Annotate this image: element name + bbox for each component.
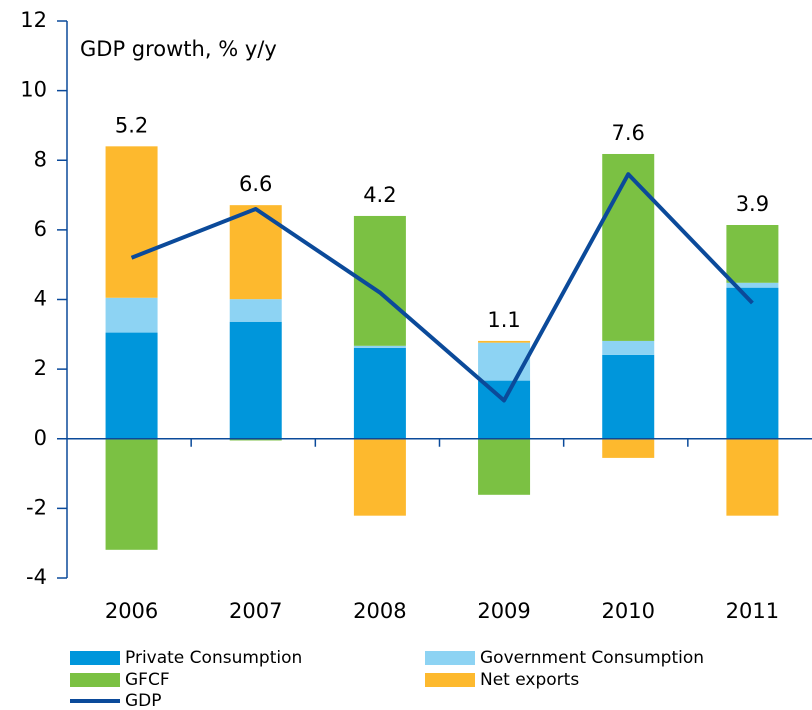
bar-segment bbox=[229, 321, 282, 439]
bar-segment bbox=[602, 438, 655, 458]
legend-swatch bbox=[70, 673, 120, 687]
x-tick-label: 2009 bbox=[477, 599, 530, 623]
x-tick-label: 2010 bbox=[602, 599, 655, 623]
legend-swatch bbox=[425, 651, 475, 665]
x-tick-label: 2006 bbox=[105, 599, 158, 623]
data-label: 5.2 bbox=[115, 113, 148, 137]
chart-title: GDP growth, % y/y bbox=[80, 37, 277, 61]
data-label: 1.1 bbox=[487, 308, 520, 332]
bar-segment bbox=[726, 287, 779, 439]
data-label: 7.6 bbox=[612, 121, 645, 145]
legend-swatch bbox=[425, 673, 475, 687]
bar-segment bbox=[353, 345, 406, 348]
legend-swatch bbox=[70, 651, 120, 665]
x-tick-label: 2007 bbox=[229, 599, 282, 623]
bar-segment bbox=[105, 146, 158, 298]
y-tick-label: 4 bbox=[34, 287, 47, 311]
y-tick-label: 12 bbox=[20, 8, 47, 32]
y-tick-label: 10 bbox=[20, 78, 47, 102]
legend-label: GFCF bbox=[125, 670, 170, 690]
bar-segment bbox=[602, 153, 655, 341]
legend-label: Net exports bbox=[480, 670, 579, 690]
bar-segment bbox=[478, 340, 531, 343]
bar-segment bbox=[726, 438, 779, 516]
y-tick-label: 6 bbox=[34, 217, 47, 241]
bar-segment bbox=[478, 380, 531, 439]
bar-segment bbox=[229, 299, 282, 322]
data-label: 3.9 bbox=[736, 192, 769, 216]
bar-segment bbox=[602, 354, 655, 439]
bar-segment bbox=[353, 347, 406, 439]
data-label: 6.6 bbox=[239, 172, 272, 196]
x-tick-label: 2011 bbox=[726, 599, 779, 623]
bar-segment bbox=[478, 438, 531, 495]
y-tick-label: 8 bbox=[34, 147, 47, 171]
legend-label: Government Consumption bbox=[480, 648, 704, 668]
legend-label: Private Consumption bbox=[125, 648, 302, 668]
bar-segment bbox=[105, 332, 158, 439]
y-tick-label: -2 bbox=[26, 495, 47, 519]
bar-segment bbox=[726, 225, 779, 283]
bar-segment bbox=[229, 438, 282, 441]
gdp-line bbox=[130, 172, 754, 403]
bar-segment bbox=[105, 297, 158, 333]
y-tick-label: 2 bbox=[34, 356, 47, 380]
bar-segment bbox=[105, 438, 158, 550]
bar-segment bbox=[602, 340, 655, 355]
bar-segment bbox=[353, 438, 406, 516]
y-tick-label: 0 bbox=[34, 426, 47, 450]
x-tick-label: 2008 bbox=[353, 599, 406, 623]
y-tick-label: -4 bbox=[26, 565, 47, 589]
bar-segment bbox=[726, 282, 779, 288]
legend-label: GDP bbox=[125, 691, 162, 710]
bar-segment bbox=[478, 342, 531, 381]
data-label: 4.2 bbox=[363, 183, 396, 207]
